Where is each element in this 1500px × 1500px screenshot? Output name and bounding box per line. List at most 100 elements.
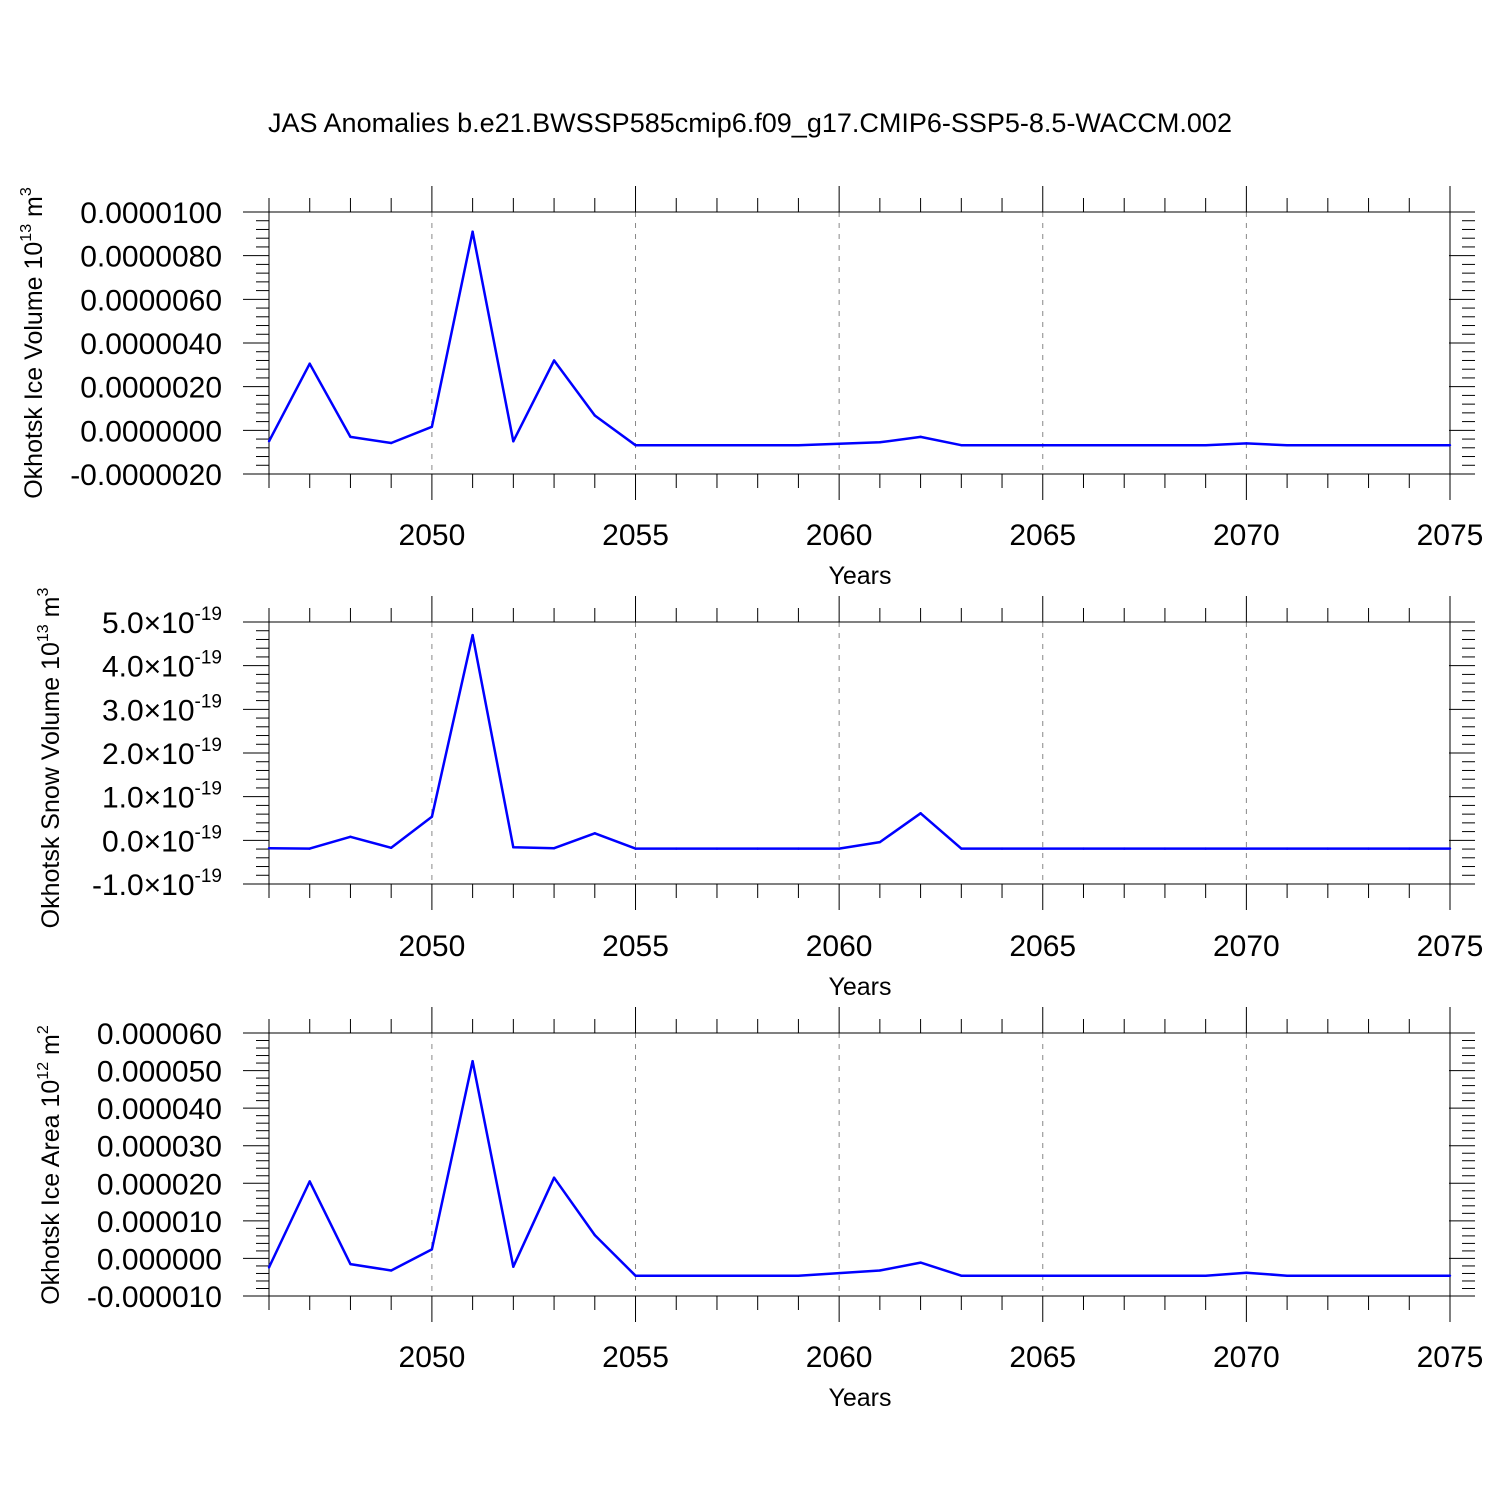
data-point — [1448, 443, 1452, 447]
data-point — [1000, 847, 1004, 850]
data-point — [675, 847, 678, 850]
y-tick-label: 3.0×10-19 — [102, 691, 222, 727]
y-tick-label: 0.0×10-19 — [102, 822, 222, 858]
data-point — [471, 633, 474, 637]
data-point — [715, 847, 719, 850]
x-tick-label: 2075 — [1417, 519, 1484, 552]
data-point — [960, 847, 963, 850]
x-tick-label: 2065 — [1009, 1341, 1076, 1374]
x-tick-label: 2065 — [1009, 930, 1076, 963]
data-point — [715, 1274, 719, 1277]
ice-volume-panel: 2050 2055 2060 2065 2070 2075 Years 0.0000100 0.… — [18, 186, 1483, 590]
data-point — [1285, 847, 1289, 850]
data-point — [1245, 442, 1248, 445]
data-point — [797, 847, 800, 850]
data-point — [1326, 847, 1330, 850]
data-point — [634, 1274, 637, 1277]
y-tick-label: 1.0×10-19 — [102, 779, 222, 815]
data-point — [512, 846, 515, 849]
data-point — [837, 847, 841, 850]
data-point — [1163, 443, 1167, 447]
data-point — [552, 359, 556, 362]
data-point — [308, 1180, 311, 1183]
data-point — [756, 443, 759, 447]
data-point — [960, 1274, 963, 1277]
data-point — [1245, 1271, 1248, 1274]
data-point — [1204, 443, 1207, 447]
x-tick-label: 2070 — [1213, 519, 1280, 552]
data-point — [471, 1059, 474, 1063]
x-axis-label: Years — [828, 1384, 891, 1412]
x-axis-label: Years — [828, 562, 891, 590]
data-point — [1163, 1274, 1167, 1277]
data-point — [1285, 443, 1289, 447]
data-point — [1367, 443, 1370, 447]
data-point — [1000, 1274, 1004, 1277]
data-point — [634, 443, 637, 447]
data-point — [308, 847, 311, 850]
y-tick-label: 0.000000 — [97, 1243, 222, 1276]
data-point — [267, 440, 271, 443]
data-point — [593, 832, 596, 835]
data-point — [1204, 847, 1207, 850]
data-point — [756, 847, 759, 850]
x-tick-label: 2050 — [399, 930, 466, 963]
snow-volume-panel: 2050 2055 2060 2065 2070 2075 Years 5.0×10-19 4.… — [35, 588, 1483, 1001]
y-axis-label: Okhotsk Snow Volume 1013 m3 — [35, 588, 65, 929]
data-point — [878, 840, 882, 844]
data-point — [1408, 1274, 1411, 1277]
data-point — [430, 815, 434, 818]
data-point — [1326, 443, 1330, 447]
data-point — [919, 1261, 922, 1264]
data-point — [389, 1269, 393, 1272]
y-tick-label: 0.000010 — [97, 1206, 222, 1239]
x-tick-label: 2065 — [1009, 519, 1076, 552]
series-line — [268, 633, 1450, 850]
data-point — [1408, 847, 1411, 850]
data-point — [512, 1265, 515, 1268]
data-point — [349, 435, 352, 439]
y-tick-label: 0.0000060 — [80, 284, 222, 317]
x-tick-label: 2060 — [806, 930, 873, 963]
y-tick-label: 0.000030 — [97, 1131, 222, 1164]
data-point — [267, 1266, 271, 1269]
data-point — [878, 441, 882, 444]
data-point — [267, 846, 271, 850]
data-point — [430, 1248, 434, 1251]
x-tick-label: 2050 — [399, 1341, 466, 1374]
x-tick-label: 2070 — [1213, 930, 1280, 963]
data-point — [512, 440, 515, 443]
y-tick-label: 2.0×10-19 — [102, 735, 222, 771]
y-tick-label: 0.000060 — [97, 1018, 222, 1051]
data-point — [878, 1269, 882, 1272]
x-tick-label: 2060 — [806, 519, 873, 552]
y-tick-label: -1.0×10-19 — [92, 866, 222, 902]
y-tick-label: -0.0000020 — [70, 459, 222, 492]
data-point — [1448, 847, 1452, 850]
y-tick-label: 4.0×10-19 — [102, 648, 222, 684]
data-point — [308, 362, 311, 365]
x-axis-label: Years — [828, 973, 891, 1001]
y-tick-label: 0.0000080 — [80, 241, 222, 274]
data-point — [1367, 847, 1370, 850]
data-point — [552, 1176, 556, 1179]
y-tick-label: 0.0000100 — [80, 197, 222, 230]
data-point — [1041, 1274, 1044, 1277]
x-tick-label: 2055 — [602, 1341, 669, 1374]
y-tick-label: 0.000040 — [97, 1093, 222, 1126]
data-point — [389, 441, 393, 445]
data-point — [797, 443, 800, 447]
x-tick-label: 2050 — [399, 519, 466, 552]
data-point — [1285, 1274, 1289, 1277]
series-line — [267, 1059, 1450, 1277]
y-tick-label: 0.000050 — [97, 1056, 222, 1089]
data-point — [756, 1274, 759, 1277]
data-point — [349, 835, 352, 839]
x-tick-label: 2070 — [1213, 1341, 1280, 1374]
data-point — [1245, 847, 1248, 850]
data-point — [675, 1274, 678, 1277]
data-point — [1123, 847, 1126, 850]
data-point — [593, 414, 596, 417]
data-point — [1326, 1274, 1330, 1277]
